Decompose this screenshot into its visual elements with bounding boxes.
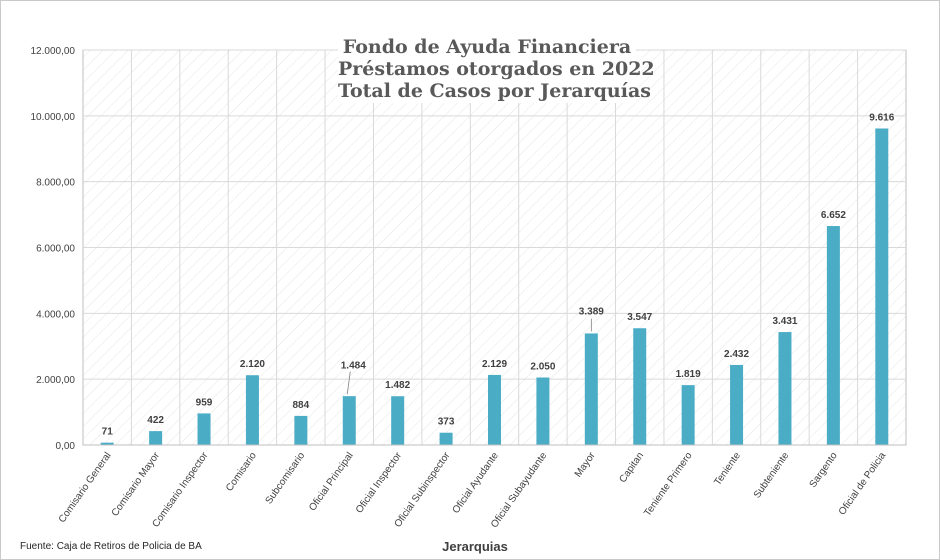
leader-line bbox=[346, 371, 351, 395]
x-tick-label: Sargento bbox=[808, 450, 841, 490]
y-tick-label: 6.000,00 bbox=[36, 244, 75, 255]
data-label: 959 bbox=[196, 397, 213, 408]
x-tick-label: Comisario General bbox=[57, 450, 114, 525]
y-tick-label: 10.000,00 bbox=[31, 112, 76, 123]
bar bbox=[681, 385, 695, 445]
data-label: 884 bbox=[293, 400, 310, 411]
source-note: Fuente: Caja de Retiros de Policia de BA bbox=[20, 541, 202, 552]
y-axis: 0,00 2.000,00 4.000,00 6.000,00 8.000,00 10.0… bbox=[31, 46, 76, 452]
x-tick-label: Oficial Principal bbox=[307, 450, 356, 513]
bar bbox=[391, 396, 405, 445]
data-label: 1.484 bbox=[341, 361, 366, 372]
data-label: 3.431 bbox=[772, 316, 797, 327]
x-axis-title: Jerarquias bbox=[442, 539, 508, 554]
data-label: 2.050 bbox=[530, 362, 555, 373]
data-label: 6.652 bbox=[821, 210, 846, 221]
y-tick-label: 0,00 bbox=[56, 441, 76, 452]
chart-title-line-2: Préstamos otorgados en 2022 bbox=[338, 58, 655, 80]
bar bbox=[439, 432, 453, 445]
bar bbox=[294, 415, 308, 445]
bar bbox=[149, 431, 163, 445]
data-label: 1.482 bbox=[385, 380, 410, 391]
data-label: 2.129 bbox=[482, 359, 507, 370]
bar bbox=[197, 413, 211, 445]
x-tick-label: Subteniente bbox=[752, 450, 792, 500]
data-label: 3.389 bbox=[579, 307, 604, 318]
bar bbox=[342, 396, 356, 445]
y-tick-label: 4.000,00 bbox=[36, 309, 75, 320]
data-label: 3.547 bbox=[627, 312, 652, 323]
x-tick-label: Oficial de Policia bbox=[837, 450, 889, 517]
x-tick-label: Teniente bbox=[712, 450, 743, 488]
bar bbox=[826, 226, 840, 445]
data-label: 2.120 bbox=[240, 359, 265, 370]
x-tick-label: Oficial Subayudante bbox=[489, 450, 550, 530]
x-tick-label: Comisario bbox=[224, 450, 259, 494]
x-tick-label: Teniente Primero bbox=[642, 450, 695, 519]
data-label: 422 bbox=[147, 415, 164, 426]
bar bbox=[245, 375, 259, 445]
chart-title-line-1: Fondo de Ayuda Financiera bbox=[342, 36, 632, 58]
bar bbox=[778, 332, 792, 445]
bar bbox=[875, 128, 889, 445]
data-label: 9.616 bbox=[869, 112, 894, 123]
bar bbox=[488, 374, 501, 445]
data-label: 1.819 bbox=[676, 369, 701, 380]
x-tick-label: Subcomisario bbox=[264, 450, 308, 506]
x-tick-label: Oficial Inspector bbox=[354, 450, 405, 516]
x-tick-label: Comisario Mayor bbox=[110, 450, 163, 519]
data-label: 71 bbox=[102, 427, 114, 438]
x-tick-label: Mayor bbox=[573, 450, 598, 480]
y-tick-label: 2.000,00 bbox=[36, 375, 75, 386]
data-label: 2.432 bbox=[724, 349, 749, 360]
x-tick-label: Oficial Ayudante bbox=[451, 450, 502, 516]
bar bbox=[633, 328, 647, 445]
title-background bbox=[338, 33, 636, 103]
bar bbox=[584, 333, 598, 445]
chart-title-line-3: Total de Casos por Jerarquías bbox=[338, 80, 651, 102]
bars bbox=[100, 128, 889, 445]
x-tick-label: Comisario Inspector bbox=[150, 450, 210, 530]
y-tick-label: 8.000,00 bbox=[36, 178, 75, 189]
y-tick-label: 12.000,00 bbox=[31, 46, 76, 57]
x-tick-label: Oficial Subinspector bbox=[393, 450, 453, 530]
data-labels: 71 422 959 2.120 884 1.484 1.482 373 2.129 2.050 3… bbox=[102, 112, 895, 437]
x-tick-label: Capitan bbox=[617, 450, 646, 485]
bar bbox=[536, 377, 550, 445]
bar bbox=[730, 364, 744, 445]
data-label: 373 bbox=[438, 417, 455, 428]
bar bbox=[100, 442, 114, 445]
